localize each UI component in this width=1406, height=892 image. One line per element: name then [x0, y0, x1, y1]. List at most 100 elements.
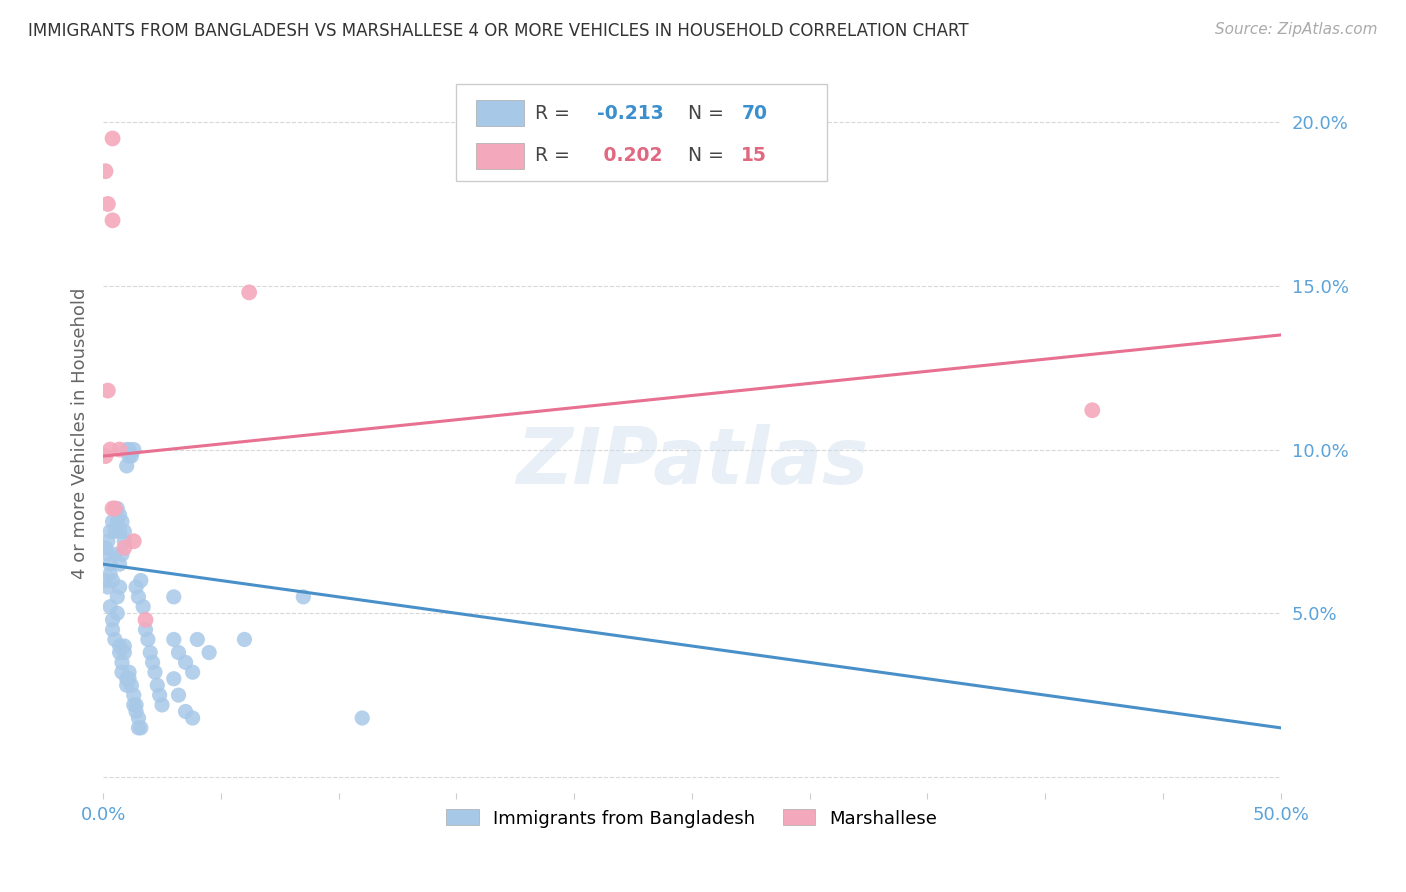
Point: [115, 442, 138, 457]
Point: [111, 515, 134, 529]
Point: [1081, 403, 1104, 417]
Point: [108, 508, 131, 522]
Point: [105, 607, 128, 621]
Text: R =: R =: [536, 146, 576, 165]
Point: [118, 449, 141, 463]
Text: IMMIGRANTS FROM BANGLADESH VS MARSHALLESE 4 OR MORE VEHICLES IN HOUSEHOLD CORREL: IMMIGRANTS FROM BANGLADESH VS MARSHALLES…: [28, 22, 969, 40]
Text: 15: 15: [741, 146, 768, 165]
Point: [97, 547, 120, 561]
Point: [292, 590, 315, 604]
Point: [104, 501, 127, 516]
Point: [127, 590, 149, 604]
Point: [101, 613, 124, 627]
Point: [115, 678, 138, 692]
Point: [129, 574, 152, 588]
Point: [118, 442, 141, 457]
Point: [98, 599, 121, 614]
Point: [108, 580, 131, 594]
Point: [115, 672, 138, 686]
Text: ZIPatlas: ZIPatlas: [516, 424, 868, 500]
Point: [115, 458, 138, 473]
Point: [108, 524, 131, 539]
FancyBboxPatch shape: [457, 84, 827, 181]
Point: [112, 639, 135, 653]
Point: [104, 547, 127, 561]
Point: [111, 665, 134, 680]
Point: [108, 639, 131, 653]
Text: 70: 70: [741, 103, 768, 123]
Point: [127, 711, 149, 725]
Point: [105, 515, 128, 529]
Point: [174, 656, 197, 670]
Point: [104, 524, 127, 539]
Point: [181, 665, 204, 680]
Point: [143, 665, 166, 680]
Point: [108, 442, 131, 457]
Point: [120, 449, 142, 463]
Point: [132, 599, 155, 614]
Text: 0.202: 0.202: [596, 146, 662, 165]
Point: [101, 131, 124, 145]
Point: [98, 566, 121, 581]
Point: [136, 632, 159, 647]
Point: [101, 574, 124, 588]
Point: [94, 574, 117, 588]
Point: [101, 623, 124, 637]
Bar: [477, 101, 523, 127]
Point: [129, 721, 152, 735]
Point: [101, 213, 124, 227]
Point: [101, 515, 124, 529]
Point: [352, 711, 374, 725]
Point: [101, 501, 124, 516]
Point: [98, 557, 121, 571]
Text: N =: N =: [689, 103, 730, 123]
Point: [112, 646, 135, 660]
Point: [181, 711, 204, 725]
Point: [238, 285, 260, 300]
Point: [120, 678, 142, 692]
Point: [118, 665, 141, 680]
Point: [105, 590, 128, 604]
Point: [94, 449, 117, 463]
Point: [167, 688, 190, 702]
Bar: [477, 143, 523, 169]
Text: -0.213: -0.213: [596, 103, 664, 123]
Point: [146, 678, 169, 692]
Point: [174, 705, 197, 719]
Point: [125, 698, 148, 712]
Point: [98, 524, 121, 539]
Point: [98, 442, 121, 457]
Point: [112, 524, 135, 539]
Text: Source: ZipAtlas.com: Source: ZipAtlas.com: [1215, 22, 1378, 37]
Point: [122, 442, 145, 457]
Text: N =: N =: [689, 146, 730, 165]
Point: [135, 613, 157, 627]
Point: [112, 534, 135, 549]
Point: [104, 632, 127, 647]
Point: [135, 623, 157, 637]
Point: [163, 590, 186, 604]
Point: [122, 698, 145, 712]
Legend: Immigrants from Bangladesh, Marshallese: Immigrants from Bangladesh, Marshallese: [439, 802, 945, 835]
Point: [163, 672, 186, 686]
Point: [233, 632, 256, 647]
Point: [111, 656, 134, 670]
Point: [97, 534, 120, 549]
Point: [108, 646, 131, 660]
Point: [111, 547, 134, 561]
Point: [142, 656, 165, 670]
Point: [150, 698, 173, 712]
Point: [97, 197, 120, 211]
Point: [105, 501, 128, 516]
Point: [97, 580, 120, 594]
Point: [125, 705, 148, 719]
Text: R =: R =: [536, 103, 576, 123]
Point: [122, 534, 145, 549]
Point: [94, 164, 117, 178]
Point: [127, 721, 149, 735]
Point: [198, 646, 221, 660]
Point: [94, 541, 117, 555]
Point: [118, 672, 141, 686]
Point: [139, 646, 162, 660]
Point: [149, 688, 172, 702]
